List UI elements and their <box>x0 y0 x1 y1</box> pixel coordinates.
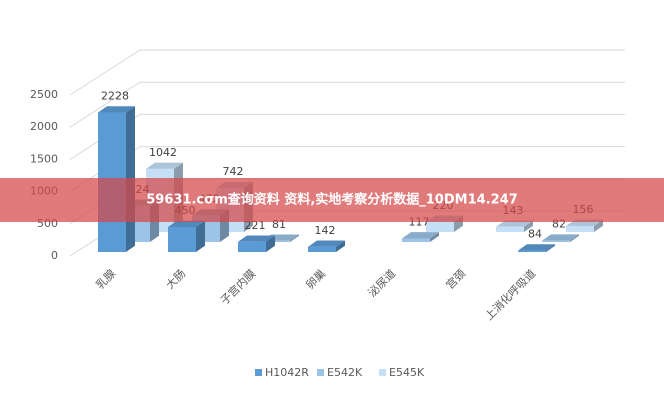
bar-side <box>570 234 579 242</box>
bar-top <box>168 220 205 228</box>
y-tick-label: 0 <box>51 249 58 262</box>
grid-line <box>69 113 625 160</box>
legend-swatch <box>317 369 324 376</box>
bar <box>308 246 336 252</box>
bar <box>518 250 546 252</box>
legend-label: E545K <box>389 366 425 379</box>
bar-side <box>266 235 275 252</box>
bar-top <box>238 235 275 242</box>
bar <box>496 226 524 232</box>
bar-top <box>308 240 345 247</box>
bar-top <box>402 232 439 239</box>
value-label: 84 <box>528 228 542 241</box>
bar-top <box>518 244 555 251</box>
legend-swatch <box>255 369 262 376</box>
legend-label: H1042R <box>265 366 309 379</box>
legend-label: E542K <box>327 366 363 379</box>
bar-top <box>146 162 183 169</box>
bar-top <box>496 220 533 227</box>
value-label: 742 <box>223 165 244 178</box>
bar <box>262 240 290 242</box>
bar-side <box>290 234 299 242</box>
bar <box>168 227 196 252</box>
bar-side <box>546 244 555 252</box>
grid-line <box>69 146 625 193</box>
bar-side <box>594 219 603 232</box>
bar <box>542 240 570 242</box>
bar <box>238 241 266 252</box>
value-label: 142 <box>315 224 336 237</box>
value-label: 2228 <box>101 90 129 103</box>
bar-side <box>524 220 533 232</box>
bar-side <box>430 232 439 242</box>
y-tick-label: 2500 <box>30 88 58 101</box>
y-tick-label: 2000 <box>30 120 58 133</box>
legend-swatch <box>379 369 386 376</box>
bar <box>426 221 454 232</box>
bar-top <box>542 234 579 241</box>
bar <box>402 238 430 242</box>
bar-side <box>196 220 205 252</box>
grid-line <box>69 49 625 96</box>
banner-text: 59631.cσm查询资料 资料,实地考察分析数据_10DM14.247 <box>146 192 518 208</box>
grid-line <box>69 81 625 128</box>
value-label: 1042 <box>149 146 177 159</box>
y-tick-label: 1500 <box>30 152 58 165</box>
banner <box>0 178 664 222</box>
bar-side <box>336 240 345 252</box>
value-label: 221 <box>245 219 266 232</box>
bar <box>566 225 594 232</box>
bar-top <box>98 106 135 113</box>
